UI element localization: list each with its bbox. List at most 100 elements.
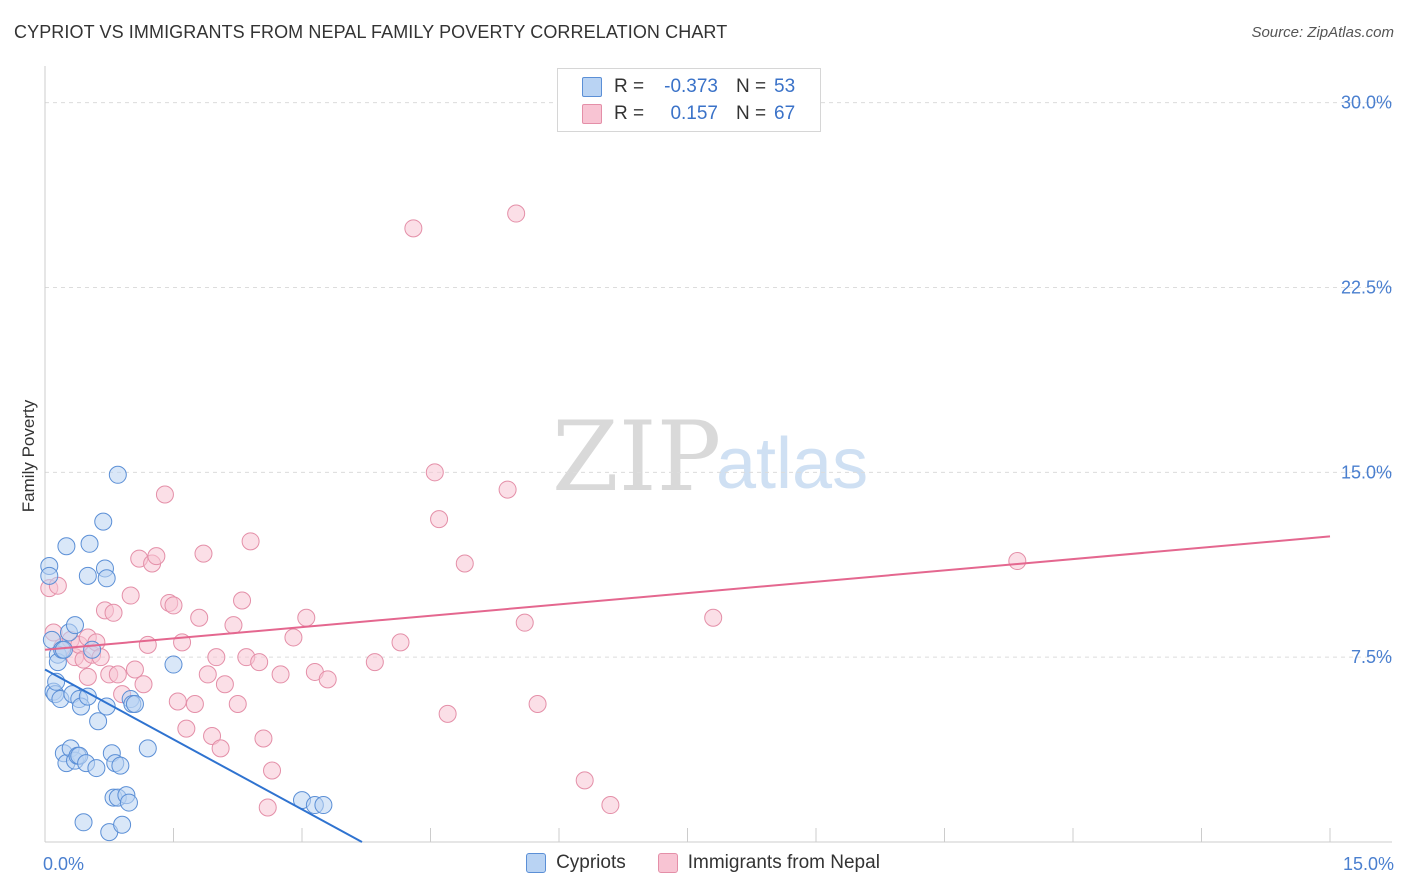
series-legend: Cypriots Immigrants from Nepal (0, 852, 1406, 874)
axes (44, 66, 1392, 843)
cypriot-point (54, 640, 73, 659)
nepal-point (438, 704, 457, 723)
legend-r-value: -0.373 (664, 76, 718, 97)
cypriot-point (87, 759, 106, 778)
nepal-point (233, 591, 252, 610)
nepal-point (138, 635, 157, 654)
legend-item-nepal[interactable]: Immigrants from Nepal (657, 852, 880, 874)
nepal-point (198, 665, 217, 684)
nepal-point (258, 798, 277, 817)
nepal-point (185, 694, 204, 713)
legend-item-cypriots[interactable]: Cypriots (526, 852, 626, 874)
trend-lines (44, 535, 1331, 843)
cypriot-point (314, 796, 333, 815)
y-tick-label: 15.0% (1341, 462, 1392, 482)
nepal-point (134, 675, 153, 694)
legend-row-cypriots: R = -0.373 N = 53 (582, 74, 795, 100)
stats-legend: R = -0.373 N = 53 R = 0.157 N = 67 (557, 68, 821, 132)
legend-r-label: R = (614, 76, 645, 97)
legend-swatch-nepal (657, 853, 678, 873)
nepal-point (121, 586, 140, 605)
y-tick-label: 30.0% (1341, 93, 1392, 113)
cypriot-point (113, 815, 132, 834)
nepal-point (528, 694, 547, 713)
nepal-point (190, 608, 209, 627)
legend-n-value: 53 (774, 76, 796, 97)
legend-swatch-cypriots (526, 853, 547, 873)
nepal-point (575, 771, 594, 790)
legend-label-cypriots: Cypriots (556, 852, 626, 873)
cypriot-point (83, 640, 102, 659)
grid-lines (45, 102, 1392, 658)
cypriot-point (57, 537, 76, 556)
nepal-point (224, 616, 243, 635)
source-label: Source: ZipAtlas.com (1251, 24, 1394, 41)
nepal-trend-line (44, 535, 1331, 651)
nepal-point (155, 485, 174, 504)
cypriot-trend-line (44, 668, 363, 843)
nepal-point (507, 204, 526, 223)
legend-r-label: R = (614, 103, 645, 124)
cypriot-point (97, 569, 116, 588)
y-tick-label: 7.5% (1351, 647, 1392, 667)
cypriot-point (125, 694, 144, 713)
y-axis-title: Family Poverty (19, 399, 38, 512)
cypriot-point (74, 813, 93, 832)
legend-r-value: 0.157 (670, 103, 718, 124)
nepal-point (228, 694, 247, 713)
nepal-point (455, 554, 474, 573)
cypriot-point (97, 697, 116, 716)
x-tick-label: 0.0% (43, 854, 84, 874)
y-tick-label: 22.5% (1341, 277, 1392, 297)
nepal-point (365, 653, 384, 672)
nepal-point (498, 480, 517, 499)
nepal-point (147, 547, 166, 566)
nepal-point (250, 653, 269, 672)
nepal-point (104, 603, 123, 622)
cypriot-point (164, 655, 183, 674)
series-nepal-points (40, 204, 1027, 817)
nepal-point (254, 729, 273, 748)
watermark-atlas: atlas (716, 424, 868, 504)
nepal-point (515, 613, 534, 632)
series-cypriot-points (40, 465, 333, 842)
nepal-point (297, 608, 316, 627)
nepal-point (78, 667, 97, 686)
cypriot-point (94, 512, 113, 531)
legend-swatch-nepal (582, 104, 602, 124)
nepal-point (704, 608, 723, 627)
nepal-point (207, 648, 226, 667)
nepal-point (194, 544, 213, 563)
cypriot-point (111, 756, 130, 775)
nepal-point (284, 628, 303, 647)
cypriot-point (108, 465, 127, 484)
cypriot-point (119, 793, 138, 812)
nepal-point (430, 510, 449, 529)
nepal-point (125, 660, 144, 679)
nepal-point (263, 761, 282, 780)
nepal-point (318, 670, 337, 689)
nepal-point (215, 675, 234, 694)
nepal-point (164, 596, 183, 615)
nepal-point (211, 739, 230, 758)
legend-n-label: N = (736, 76, 767, 97)
nepal-point (271, 665, 290, 684)
x-tick-label: 15.0% (1343, 854, 1394, 874)
cypriot-point (80, 534, 99, 553)
nepal-point (241, 532, 260, 551)
nepal-point (177, 719, 196, 738)
nepal-point (404, 219, 423, 238)
legend-n-value: 67 (774, 103, 796, 124)
cypriot-point (65, 616, 84, 635)
nepal-point (203, 727, 222, 746)
chart-title: CYPRIOT VS IMMIGRANTS FROM NEPAL FAMILY … (14, 22, 728, 42)
y-tick-labels: 7.5% 15.0% 22.5% 30.0% (1341, 93, 1392, 668)
cypriot-point (40, 566, 59, 585)
nepal-point (168, 692, 187, 711)
nepal-point (1008, 552, 1027, 571)
cypriot-point (138, 739, 157, 758)
nepal-point (108, 665, 127, 684)
legend-swatch-cypriots (582, 77, 602, 97)
watermark: ZIP atlas (552, 401, 868, 513)
